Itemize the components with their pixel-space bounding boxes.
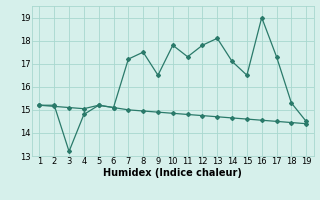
- X-axis label: Humidex (Indice chaleur): Humidex (Indice chaleur): [103, 168, 242, 178]
